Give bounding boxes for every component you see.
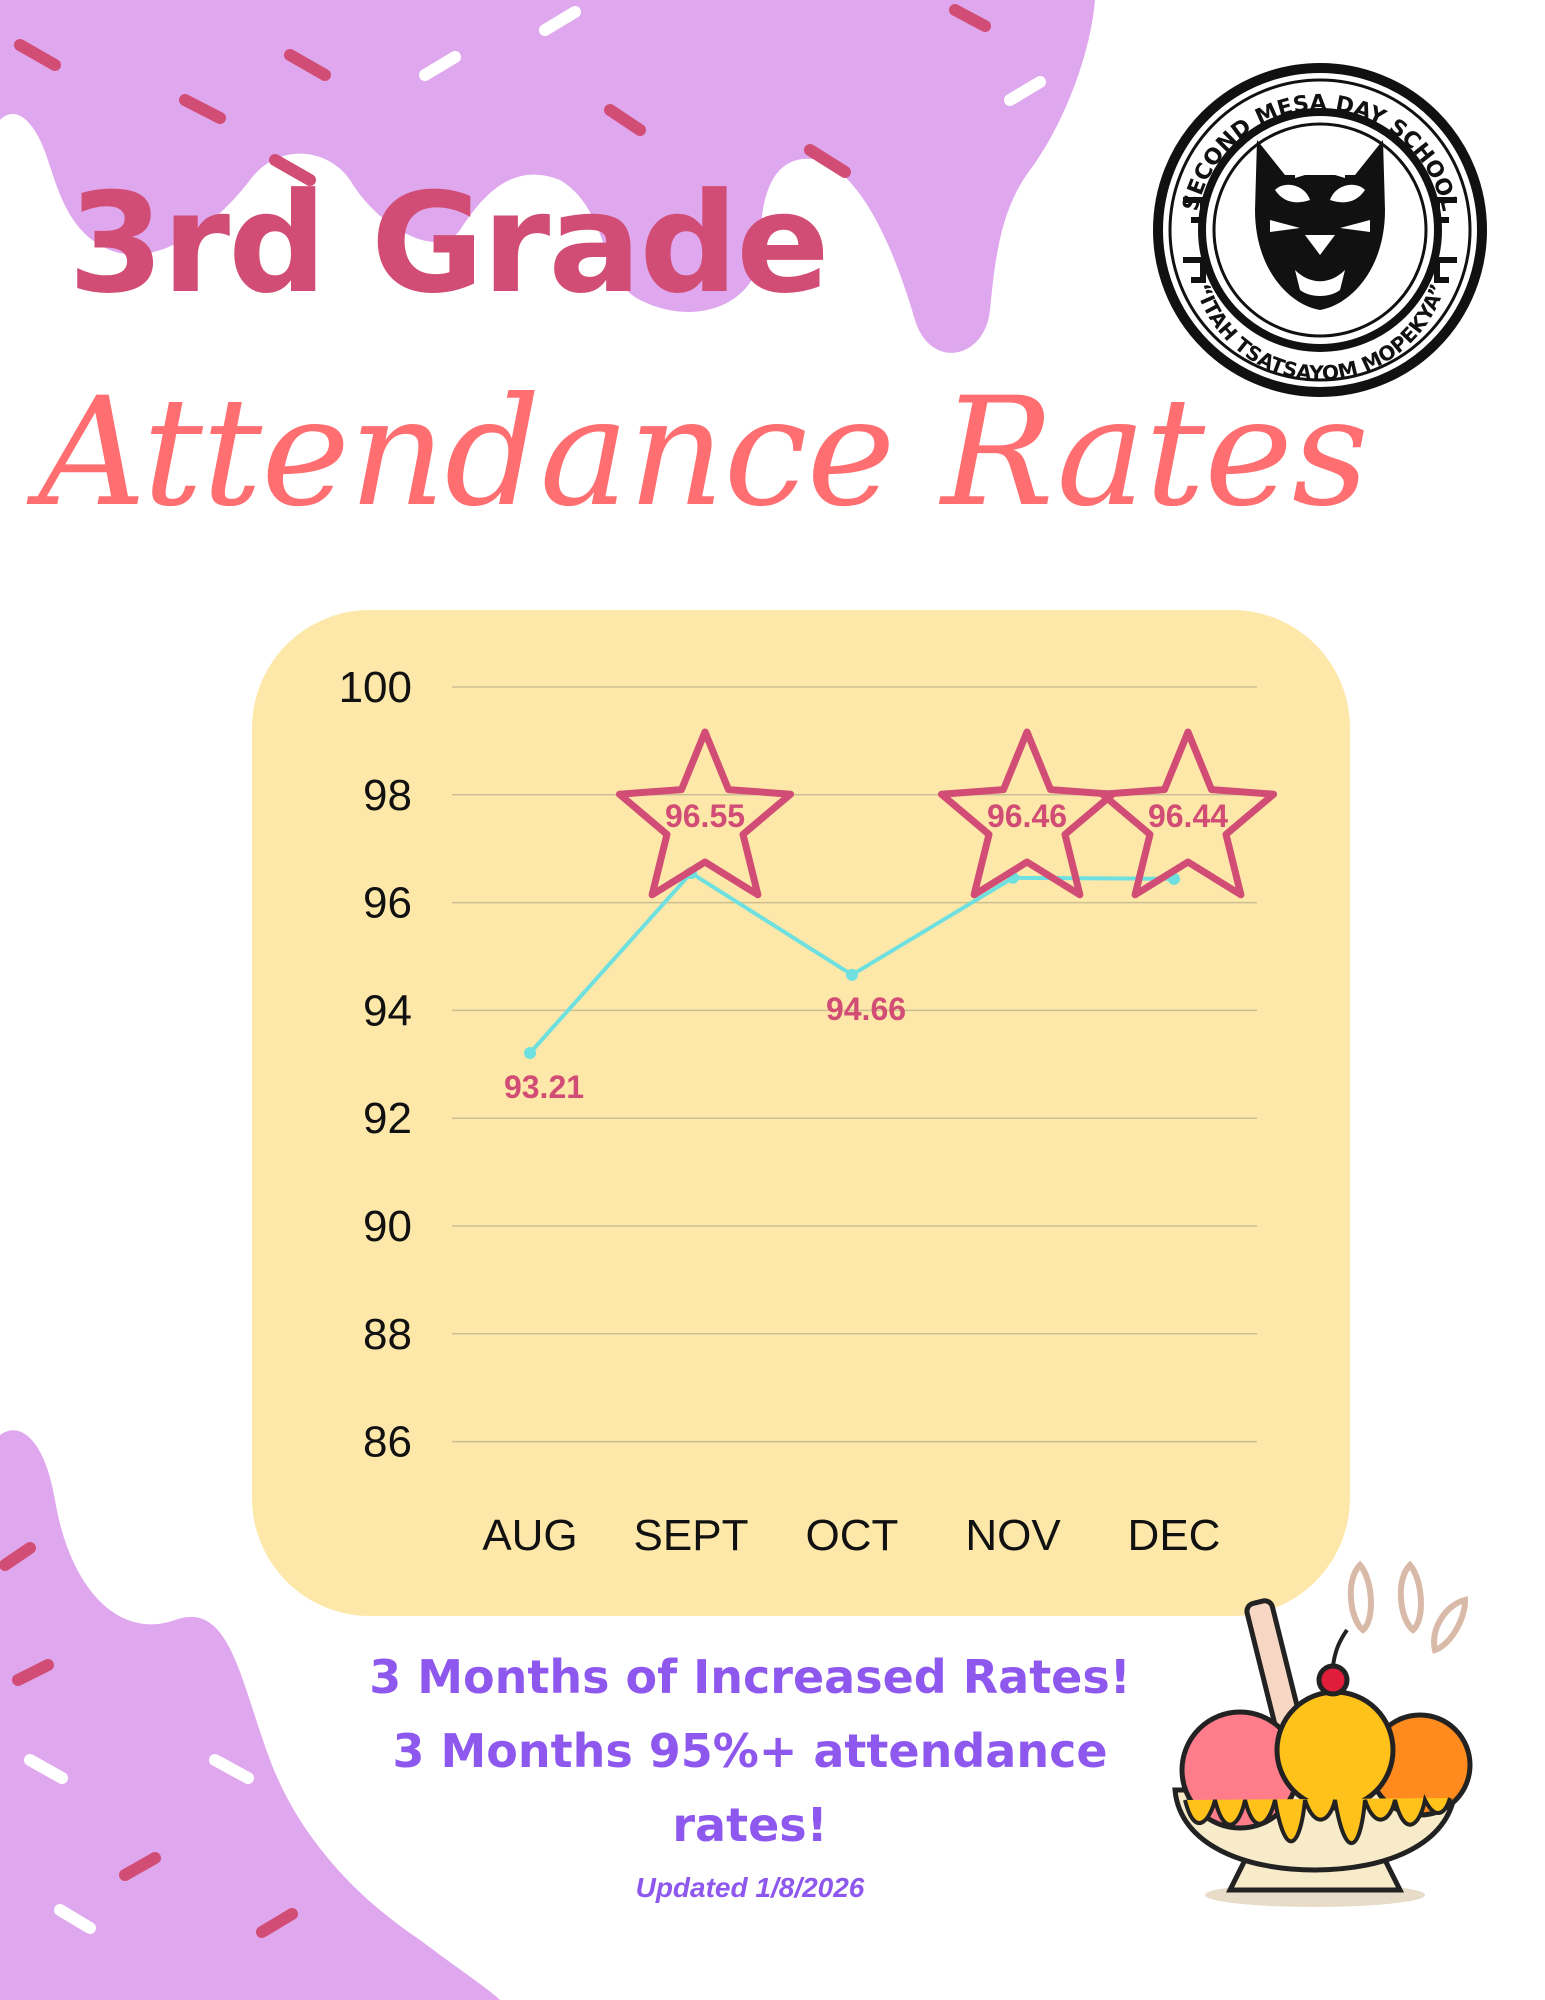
logo-side-motifs	[1183, 197, 1457, 283]
school-logo: SECOND MESA DAY SCHOOL “ITAH TSATSAYOM M…	[1145, 60, 1495, 404]
data-label: 94.66	[826, 991, 906, 1027]
footer-line-1: 3 Months of Increased Rates!	[369, 1650, 1131, 1704]
y-tick-label: 100	[339, 663, 412, 712]
x-tick-label: AUG	[482, 1511, 577, 1560]
star-highlight	[615, 728, 795, 899]
footer-line-3: rates!	[672, 1798, 828, 1852]
data-label: 96.46	[987, 798, 1067, 834]
y-tick-label: 98	[363, 771, 412, 820]
data-label: 96.55	[665, 798, 745, 834]
y-tick-label: 94	[363, 986, 412, 1035]
data-point	[524, 1046, 536, 1059]
x-axis-ticks: AUG SEPT OCT NOV DEC	[482, 1511, 1220, 1560]
bobcat-emblem-icon: SECOND MESA DAY SCHOOL “ITAH TSATSAYOM M…	[1153, 63, 1487, 397]
bottom-sprinkles	[0, 1542, 298, 1938]
y-tick-label: 90	[363, 1202, 412, 1251]
x-tick-label: NOV	[965, 1511, 1061, 1560]
ice-cream-sundae-icon	[1165, 1560, 1495, 1914]
y-tick-label: 96	[363, 879, 412, 928]
grid-lines	[452, 686, 1257, 1443]
data-label: 96.44	[1148, 798, 1228, 834]
data-point	[846, 968, 858, 981]
x-tick-label: DEC	[1128, 1511, 1221, 1560]
bottom-left-purple-drip	[0, 1430, 500, 2000]
star-highlight	[937, 728, 1117, 899]
updated-date: Updated 1/8/2026	[635, 1872, 865, 1903]
y-tick-label: 88	[363, 1310, 412, 1359]
data-label: 93.21	[504, 1069, 584, 1105]
y-tick-label: 92	[363, 1094, 412, 1143]
chart-panel: 86 88 90 92 94 96 98 100 AUG SEPT OCT NOV DEC 93.21…	[252, 610, 1350, 1616]
top-purple-drip	[0, 0, 1095, 353]
attendance-line-chart: 86 88 90 92 94 96 98 100 AUG SEPT OCT NOV DEC 93.21…	[339, 663, 1278, 1560]
page-title: 3rd Grade	[68, 163, 830, 324]
bobcat-head-icon	[1255, 140, 1385, 310]
data-labels: 93.21 96.55 94.66 96.46 96.44	[504, 798, 1228, 1105]
x-tick-label: SEPT	[634, 1511, 749, 1560]
y-tick-label: 86	[363, 1418, 412, 1467]
y-axis-ticks: 86 88 90 92 94 96 98 100	[339, 663, 412, 1467]
footer-message: 3 Months of Increased Rates! 3 Months 95…	[280, 1640, 1220, 1904]
page-subtitle: Attendance Rates	[38, 366, 1369, 540]
footer-line-2: 3 Months 95%+ attendance	[392, 1724, 1108, 1778]
star-highlight	[1098, 728, 1278, 899]
star-highlights	[615, 728, 1278, 899]
top-sprinkles	[14, 4, 1046, 186]
x-tick-label: OCT	[806, 1511, 899, 1560]
